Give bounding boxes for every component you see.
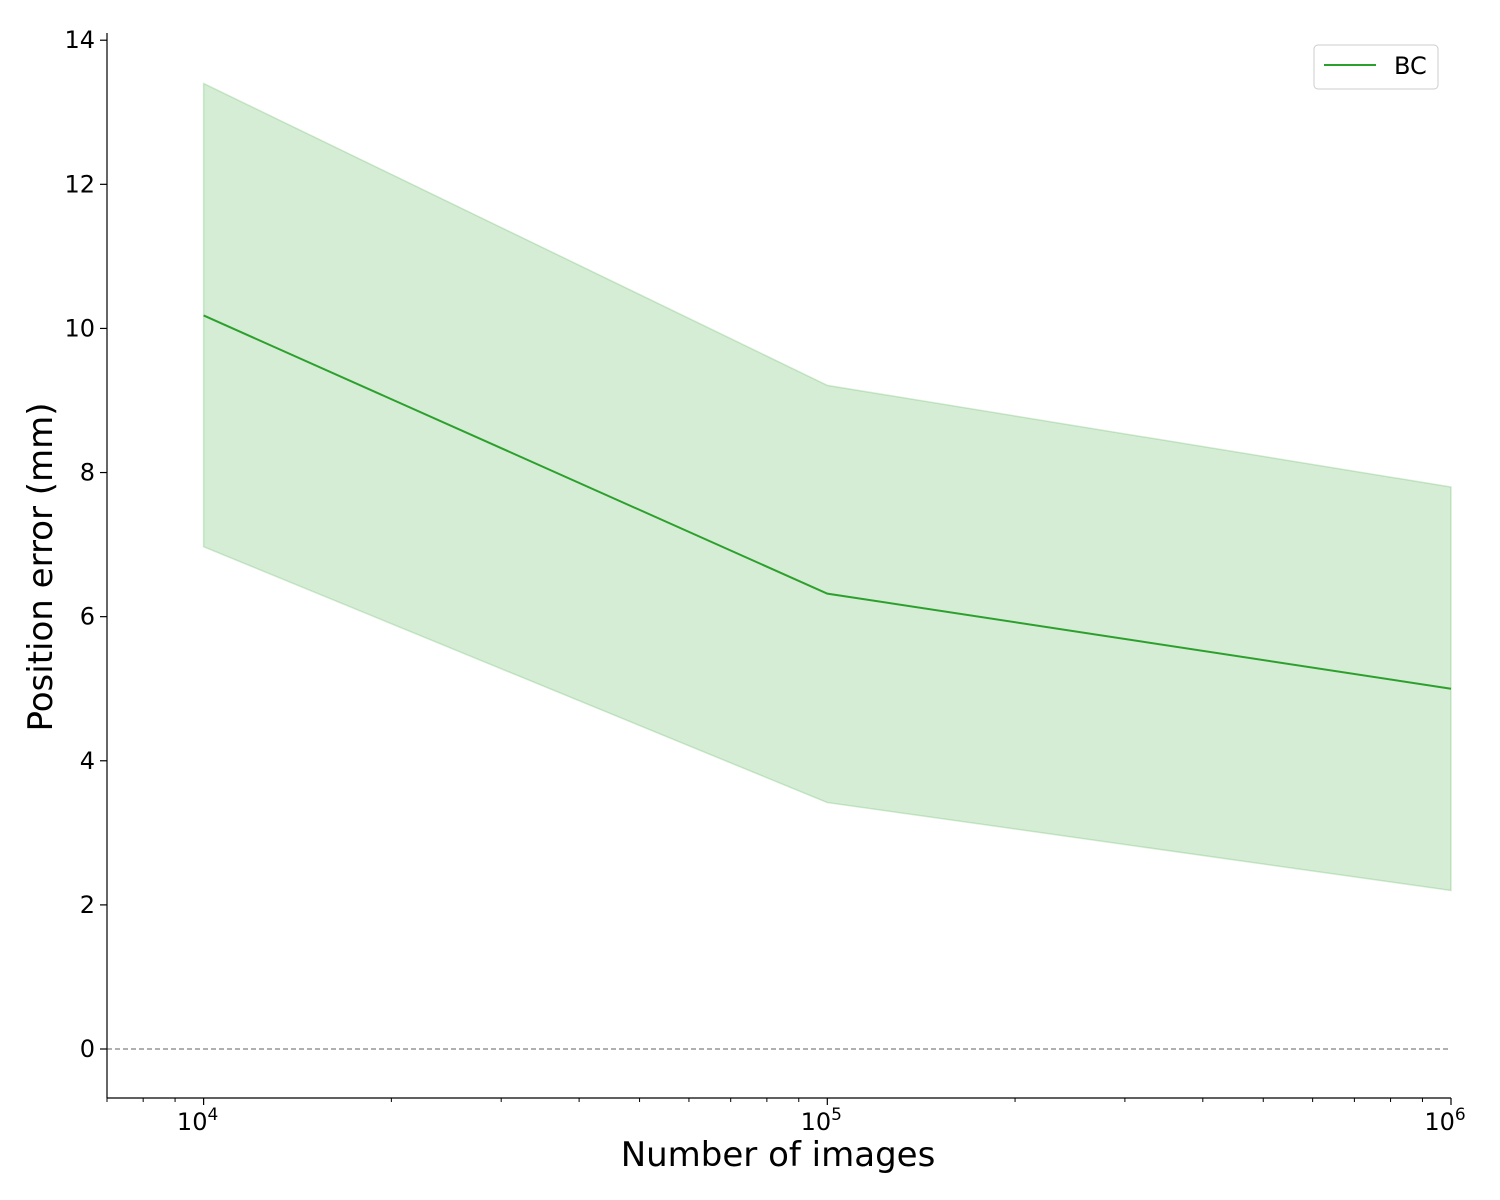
series-line-layer (203, 314, 1452, 690)
confidence-band-bc (202, 82, 1452, 892)
confidence-band-layer (202, 82, 1452, 892)
y-tick-label: 2 (80, 891, 95, 919)
x-tick-label: 105 (801, 1105, 842, 1136)
y-tick-label: 14 (64, 26, 95, 54)
y-tick-label: 8 (80, 459, 95, 487)
legend-label-bc: BC (1394, 52, 1427, 80)
y-tick-label: 12 (64, 170, 95, 198)
x-axis-title: Number of images (621, 1135, 936, 1175)
legend: BC (1313, 44, 1439, 90)
y-tick-label: 6 (80, 603, 95, 631)
tick-marks (100, 39, 1452, 1105)
tick-labels: 0 2 4 6 8 10 12 14 104 105 106 (64, 26, 1465, 1136)
y-tick-label: 10 (64, 314, 95, 342)
y-axis-title: Position error (mm) (21, 402, 61, 731)
x-tick-label: 104 (177, 1105, 218, 1136)
axes (106, 33, 1451, 1099)
y-tick-label: 0 (80, 1035, 95, 1063)
x-tick-label: 106 (1424, 1105, 1465, 1136)
legend-box (1313, 44, 1439, 90)
y-tick-label: 4 (80, 747, 95, 775)
